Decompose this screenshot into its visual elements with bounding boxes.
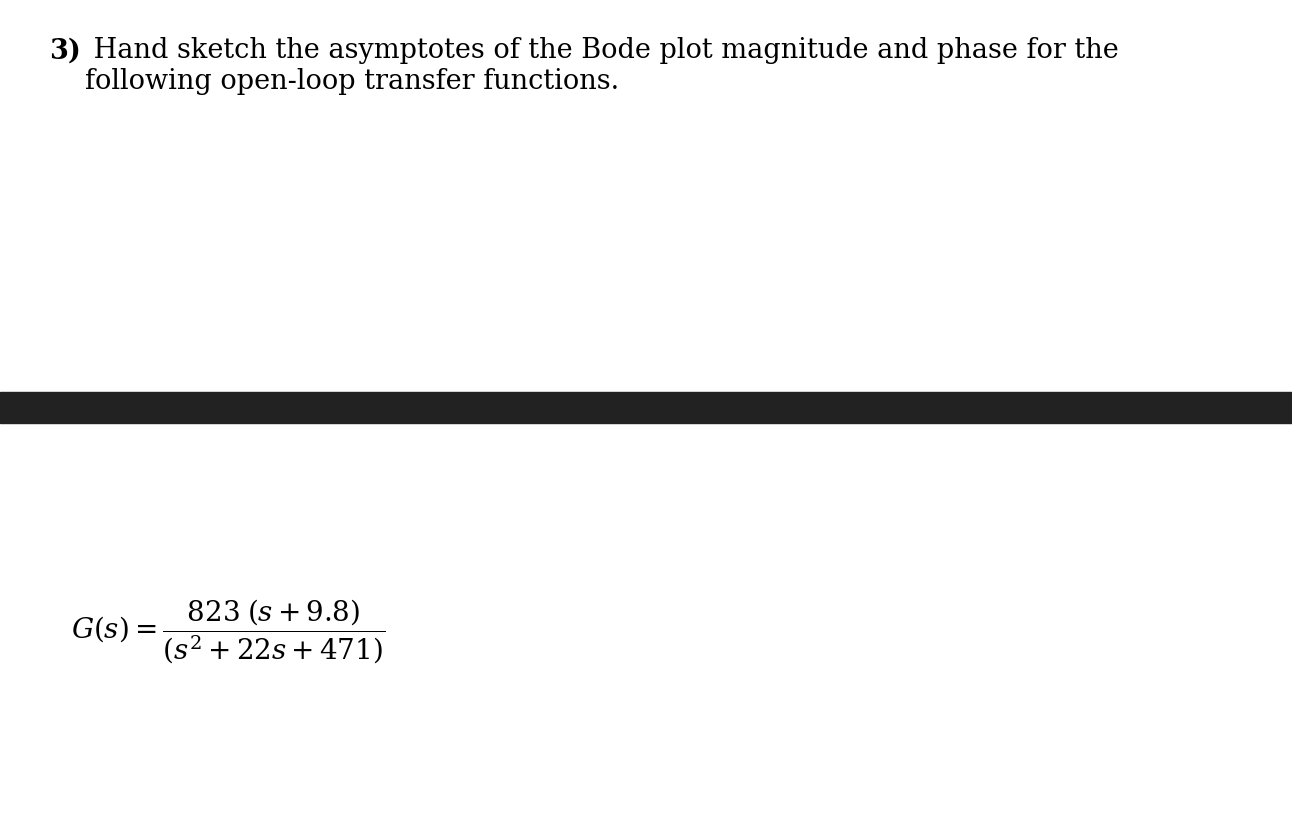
Text: $\mathit{G}(\mathit{s}) = \dfrac{823\;(\mathit{s}+9.8)}{(\mathit{s}^2+22\mathit{: $\mathit{G}(\mathit{s}) = \dfrac{823\;(\… <box>71 597 385 667</box>
Bar <box>0 392 1292 423</box>
Text: Hand sketch the asymptotes of the Bode plot magnitude and phase for the
followin: Hand sketch the asymptotes of the Bode p… <box>85 37 1119 95</box>
Text: 3): 3) <box>49 37 81 64</box>
